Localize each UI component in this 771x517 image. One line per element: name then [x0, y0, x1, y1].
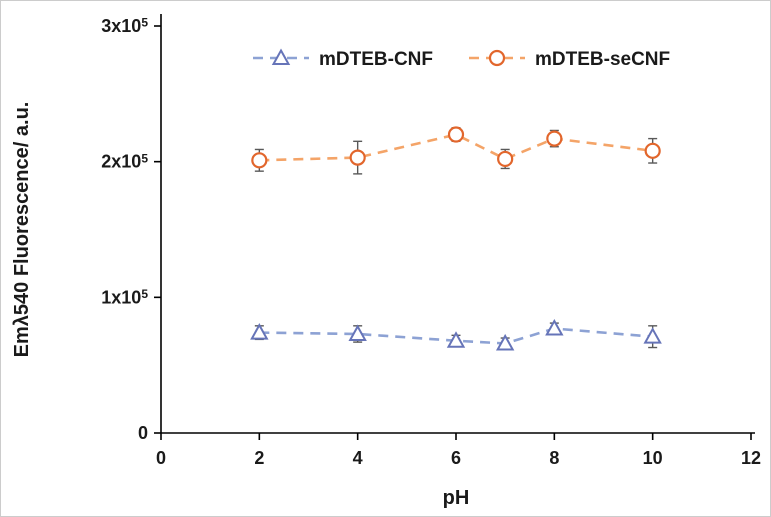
circle-marker: [644, 142, 661, 159]
circle-marker: [349, 149, 366, 166]
triangle-marker: [495, 333, 515, 351]
triangle-marker: [348, 324, 367, 341]
x-tick-label: 0: [156, 448, 166, 468]
x-axis-title: pH: [443, 487, 470, 509]
triangle-marker: [643, 327, 662, 344]
x-tick-label: 6: [451, 448, 461, 468]
x-tick-label: 2: [254, 448, 264, 468]
triangle-marker: [545, 318, 564, 336]
circle-marker: [251, 152, 268, 169]
circle-marker: [497, 150, 514, 168]
x-tick-label: 10: [643, 448, 663, 468]
series-mdteb-secnf: [251, 126, 661, 175]
x-tick-label: 8: [549, 448, 559, 468]
x-tick-label: 12: [741, 448, 761, 468]
axes: 0 2 4 6 8 10 12 0 1x105 2x105 3x105: [101, 14, 761, 468]
y-tick-label: 1x105: [101, 287, 148, 307]
series-line: [259, 133, 653, 162]
legend-item: mDTEB-seCNF: [469, 49, 670, 70]
legend-label: mDTEB-CNF: [319, 49, 433, 70]
circle-marker: [546, 130, 563, 147]
legend-item: mDTEB-CNF: [253, 48, 433, 70]
triangle-marker: [250, 323, 269, 340]
triangle-marker: [271, 48, 291, 65]
y-tick-label: 3x105: [101, 16, 148, 36]
x-tick-label: 4: [353, 448, 363, 468]
legend: mDTEB-CNF mDTEB-seCNF: [253, 48, 670, 70]
circle-marker: [488, 49, 506, 67]
series-mdteb-cnf: [250, 318, 662, 351]
y-tick-label: 2x105: [101, 151, 148, 171]
series-line: [259, 327, 653, 345]
circle-marker: [447, 126, 465, 143]
y-axis-title: Emλ540 Fluorescence/ a.u.: [11, 102, 33, 358]
legend-label: mDTEB-seCNF: [535, 49, 670, 70]
triangle-marker: [446, 331, 466, 348]
y-tick-label: 0: [138, 423, 148, 443]
